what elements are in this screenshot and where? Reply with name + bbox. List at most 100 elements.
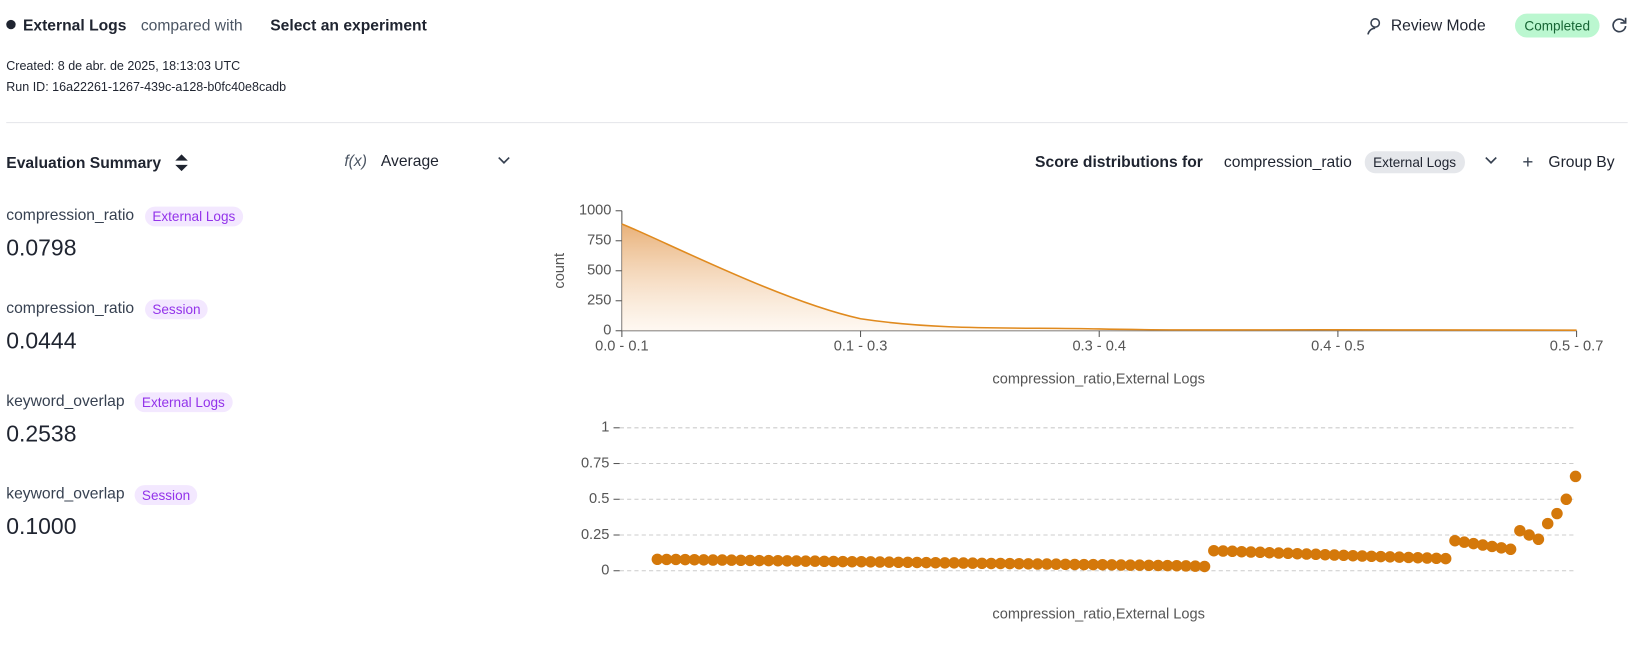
- point: [1477, 539, 1489, 551]
- point: [735, 554, 747, 567]
- point: [1004, 557, 1016, 570]
- point: [1560, 493, 1572, 506]
- compared: compared with: [140, 16, 243, 35]
- y-tick-label: 1000: [579, 203, 611, 219]
- point: [827, 555, 840, 568]
- point: [864, 556, 877, 568]
- point: [1310, 548, 1322, 561]
- point: [1115, 559, 1127, 571]
- sort-icon[interactable]: [173, 152, 190, 173]
- y-tick-label: 750: [587, 233, 611, 249]
- metric-tag: Session: [134, 485, 198, 506]
- chevron[interactable]: [497, 155, 512, 165]
- point: [651, 553, 664, 566]
- point: [1412, 551, 1424, 564]
- point: [1180, 560, 1192, 572]
- chevron[interactable]: [1484, 155, 1499, 165]
- point: [1254, 546, 1266, 559]
- point: [707, 554, 719, 566]
- point: [1087, 558, 1099, 571]
- point: [837, 555, 849, 568]
- point: [679, 553, 691, 566]
- point: [762, 554, 775, 567]
- point: [1143, 559, 1155, 572]
- select-experiment[interactable]: Select an experiment: [270, 16, 427, 35]
- point: [1523, 529, 1535, 541]
- point: [1300, 548, 1313, 560]
- point: [1189, 560, 1202, 572]
- point: [1226, 545, 1239, 558]
- point: [948, 557, 960, 569]
- point: [911, 556, 923, 569]
- metric-name: compression_ratio: [6, 206, 135, 225]
- point: [1208, 544, 1220, 557]
- x-tick-label: 0.1 - 0.3: [834, 338, 888, 354]
- metric-value: 0.0444: [6, 327, 77, 354]
- point: [1170, 559, 1183, 572]
- point: [1467, 537, 1480, 550]
- dist-label: Score distributions for: [1035, 153, 1203, 172]
- point: [670, 553, 682, 566]
- point: [874, 556, 886, 568]
- point: [966, 557, 979, 569]
- point: [725, 554, 738, 566]
- x-tick-label: 0.4 - 0.5: [1311, 338, 1365, 354]
- refresh[interactable]: [1611, 17, 1628, 34]
- point: [1031, 558, 1044, 570]
- point: [772, 554, 784, 567]
- point: [1273, 547, 1285, 559]
- point: [1486, 540, 1498, 553]
- point: [1013, 557, 1025, 570]
- created: Created: 8 de abr. de 2025, 18:13:03 UTC: [6, 58, 241, 74]
- metric-name: keyword_overlap: [6, 485, 125, 503]
- area-fill: [621, 223, 1577, 331]
- point: [790, 555, 803, 567]
- point: [1430, 552, 1443, 565]
- metric-name: keyword_overlap: [6, 392, 125, 411]
- point: [1022, 558, 1035, 570]
- run-id: Run ID: 16a22261-1267-439c-a128-b0fc40e8…: [6, 79, 287, 94]
- point: [1347, 549, 1359, 562]
- group-by[interactable]: Group By: [1548, 153, 1615, 172]
- y-tick-label: 250: [587, 293, 611, 309]
- point: [1096, 558, 1109, 571]
- point: [1041, 558, 1053, 570]
- point: [985, 557, 997, 570]
- experiment[interactable]: External Logs: [22, 16, 127, 35]
- x-tick-label: 0.5 - 0.7: [1550, 338, 1604, 354]
- point: [1245, 546, 1257, 558]
- point: [697, 554, 710, 566]
- point: [1569, 470, 1582, 483]
- point: [1078, 558, 1090, 571]
- y-tick-label: 0.5: [589, 491, 609, 507]
- area-line: [621, 223, 1577, 331]
- point: [939, 557, 951, 569]
- x-tick-label: 0.3 - 0.4: [1072, 338, 1126, 354]
- y-tick-label: 0.25: [581, 527, 609, 543]
- point: [1282, 547, 1294, 560]
- point: [1421, 552, 1433, 564]
- point: [1263, 546, 1276, 559]
- point: [753, 554, 766, 567]
- point: [902, 556, 914, 569]
- metric-value: 0.1000: [6, 513, 77, 540]
- y-tick-label: 0: [603, 323, 611, 339]
- point: [1449, 534, 1461, 547]
- review-mode[interactable]: Review Mode: [1390, 16, 1486, 35]
- y-tick-label: 0: [601, 563, 609, 579]
- point: [892, 556, 905, 569]
- point: [1384, 551, 1396, 563]
- metric-name: compression_ratio: [6, 299, 135, 318]
- point: [1133, 559, 1146, 571]
- point: [1532, 533, 1545, 546]
- user-icon: [1367, 17, 1381, 35]
- aggregate[interactable]: Average: [380, 152, 439, 171]
- point: [1152, 559, 1164, 572]
- point: [994, 557, 1007, 570]
- point: [1068, 558, 1081, 571]
- fx-icon: f(x): [344, 152, 367, 171]
- point: [957, 557, 970, 569]
- point: [1328, 549, 1341, 561]
- point: [1541, 517, 1554, 530]
